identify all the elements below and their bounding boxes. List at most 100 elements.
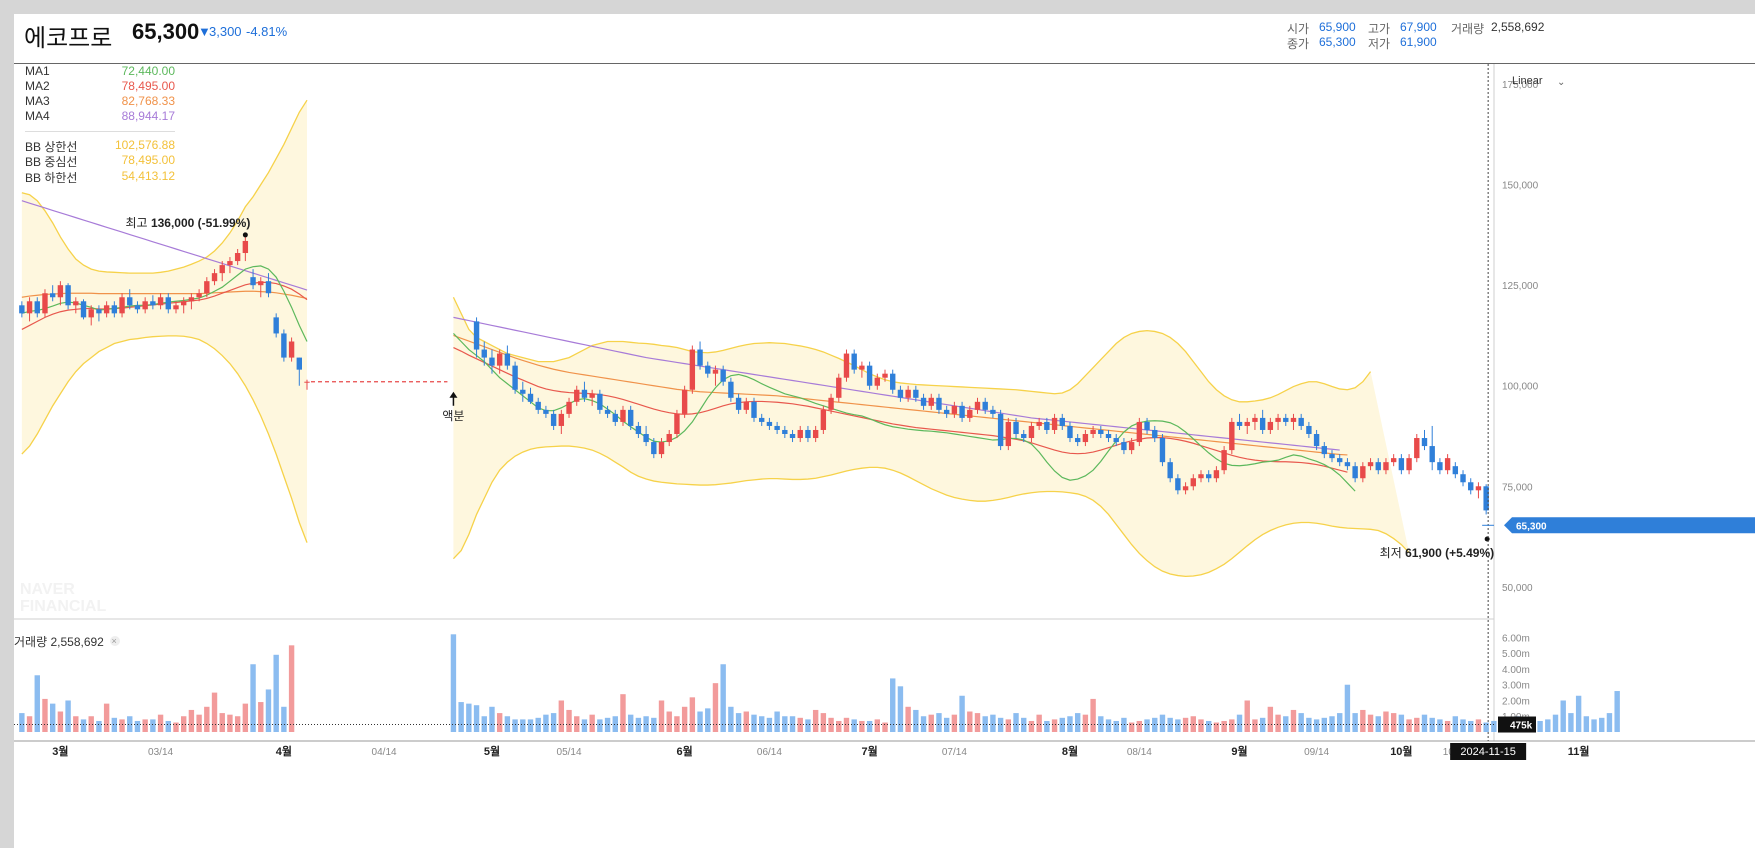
time-axis-month: 7월: [861, 744, 877, 758]
volume-bar: [1005, 719, 1012, 732]
candle-body: [1051, 417, 1058, 430]
volume-bar: [458, 702, 464, 732]
volume-bar: [620, 694, 626, 732]
volume-bar: [481, 716, 487, 732]
price-axis-tick: 100,000: [1502, 382, 1539, 393]
candle-body: [1213, 470, 1220, 479]
candle-body: [473, 321, 480, 350]
volume-bar: [1236, 714, 1243, 732]
stock-name: 에코프로: [24, 25, 113, 52]
volume-bar: [1275, 714, 1281, 732]
volume-bar: [1144, 719, 1150, 732]
volume-bar: [1159, 714, 1166, 732]
volume-bar: [1329, 716, 1335, 732]
current-price-tag-text: 65,300: [1516, 521, 1547, 532]
low-value: 61,900: [1400, 35, 1437, 49]
volume-bar: [1337, 713, 1343, 732]
volume-bar: [897, 686, 904, 732]
candle-body: [820, 409, 827, 430]
candle-body: [281, 333, 287, 358]
time-axis-month: 5월: [484, 744, 500, 758]
volume-bar: [1028, 720, 1035, 732]
candle-body: [142, 301, 148, 310]
legend-label: MA1: [25, 64, 50, 78]
candle-body: [119, 297, 125, 314]
volume-bar: [1344, 684, 1351, 732]
candle-body: [265, 281, 272, 294]
volume-bar: [1013, 713, 1019, 732]
candle-body: [658, 442, 665, 455]
candle-body: [49, 293, 56, 298]
candle-body: [951, 405, 958, 414]
legend-value: 88,944.17: [121, 109, 175, 123]
candle-body: [1182, 486, 1189, 491]
candle-body: [905, 389, 911, 398]
candle-body: [1028, 425, 1035, 439]
price-chart[interactable]: 액분 최고 136,000 (-51.99%) 최저 61,900 (+5.49%)…: [14, 14, 1755, 848]
candle-body: [180, 301, 187, 306]
candle-body: [1306, 425, 1312, 434]
volume-bar: [1614, 691, 1620, 732]
candle-body: [1144, 421, 1150, 430]
volume-bar: [242, 703, 249, 732]
candle-body: [589, 393, 595, 398]
volume-bar: [1229, 719, 1235, 732]
volume-bar: [974, 713, 981, 732]
volume-bar: [42, 698, 48, 732]
stock-chart-window: 에코프로 65,300 ▼ 3,300 -4.81% 시가 65,900 고가 …: [14, 14, 1755, 848]
candle-body: [812, 429, 819, 439]
candle-body: [273, 317, 279, 334]
volume-bar: [450, 634, 457, 732]
volume-bar: [173, 722, 179, 732]
volume-bar: [1452, 716, 1459, 732]
legend-label: BB 중심선: [25, 155, 78, 169]
volume-bar: [1375, 716, 1381, 732]
ma1-line: [453, 333, 1356, 492]
legend-ma4: MA4 88,944.17: [25, 109, 175, 123]
candle-body: [57, 285, 64, 298]
candle-body: [859, 365, 865, 370]
volume-bar: [558, 700, 565, 732]
bollinger-lower-line: [452, 445, 1410, 578]
change-amount: 3,300: [209, 24, 242, 39]
volume-bar: [666, 711, 672, 732]
candle-body: [1313, 434, 1320, 447]
volume-bar: [543, 714, 549, 732]
volume-bar: [265, 689, 272, 732]
candle-body: [1460, 474, 1466, 483]
volume-bar: [204, 706, 210, 732]
candle-body: [1090, 429, 1096, 434]
candle-body: [774, 425, 780, 430]
volume-bar: [1198, 719, 1204, 732]
candle-body: [1059, 417, 1065, 426]
legend-value: 54,413.12: [121, 169, 175, 183]
candle-body: [574, 389, 580, 402]
volume-axis-tick: 5.00m: [1502, 649, 1530, 660]
volume-bar: [65, 700, 71, 732]
candle-body: [928, 397, 934, 406]
volume-bar: [951, 714, 958, 732]
volume-bar: [1444, 720, 1451, 732]
candle-body: [96, 309, 102, 314]
volume-bar: [1591, 719, 1597, 732]
candle-body: [111, 305, 118, 314]
volume-bar: [73, 716, 79, 732]
candle-body: [1437, 462, 1443, 471]
scale-mode-selector: Linear: [1512, 75, 1543, 87]
volume-axis-tick: 3.00m: [1502, 681, 1530, 692]
legend-label: BB 상한선: [25, 140, 78, 154]
legend-value: 78,495.00: [121, 153, 175, 167]
time-axis-month: 4월: [276, 744, 292, 758]
plot-area: [19, 99, 1489, 578]
volume-bar: [466, 703, 472, 732]
candle-body: [481, 349, 487, 358]
volume-bar: [1175, 719, 1181, 732]
candle-body: [782, 429, 788, 434]
volume-bar: [1437, 719, 1443, 732]
volume-bar: [936, 713, 942, 732]
volume-bar: [658, 700, 665, 732]
candle-body: [1352, 466, 1358, 479]
volume-bar: [751, 714, 757, 732]
volume-bar: [735, 713, 742, 732]
candle-body: [620, 409, 626, 422]
